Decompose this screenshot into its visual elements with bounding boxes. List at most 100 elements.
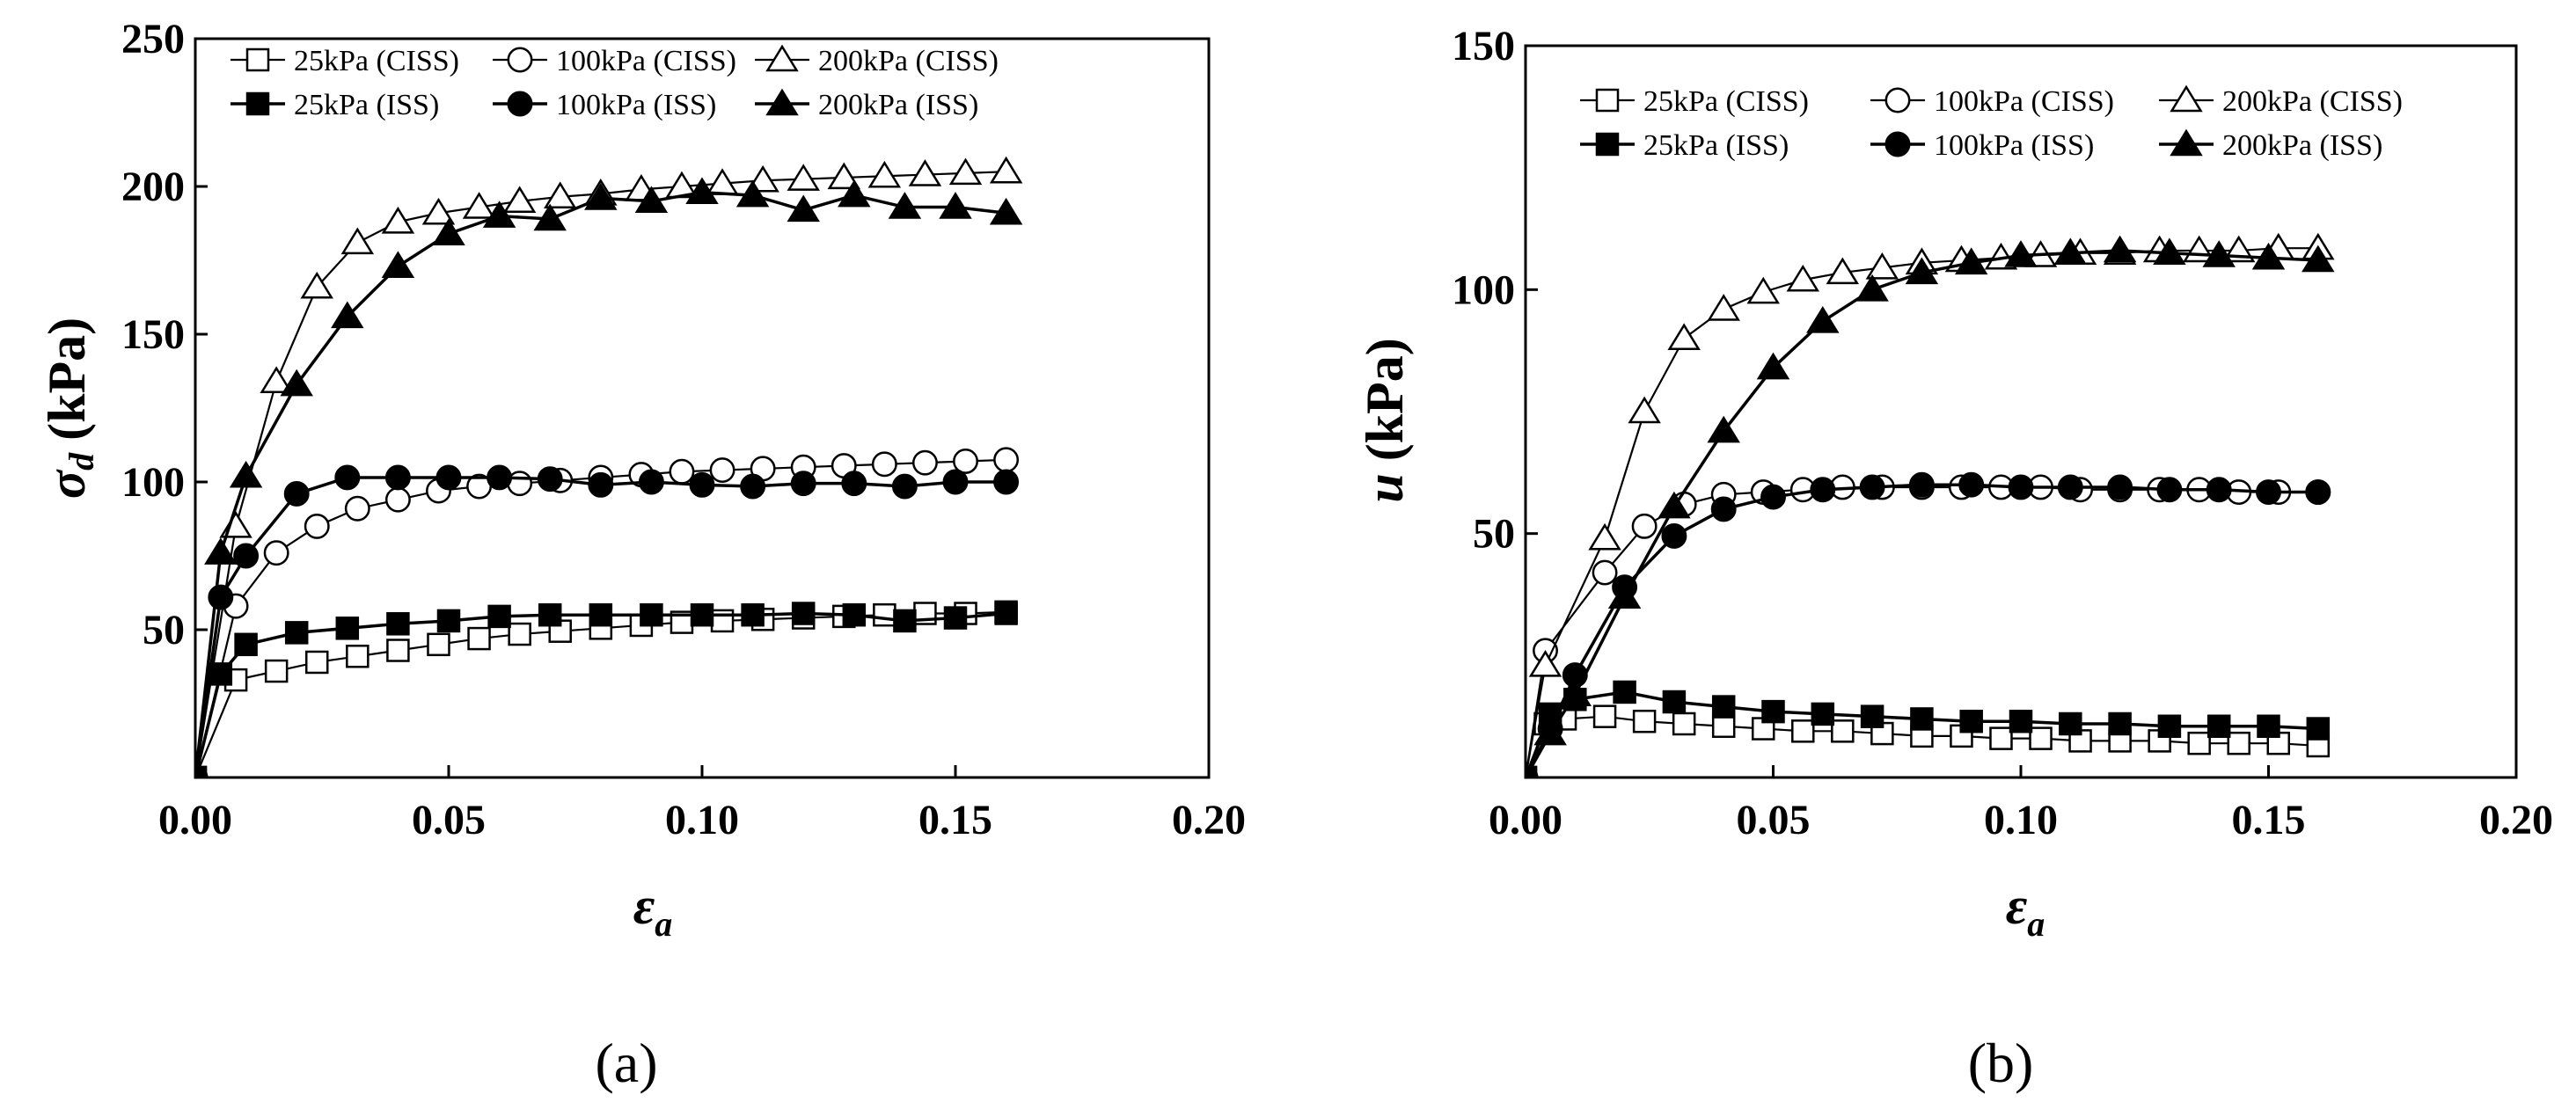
data-point-100kpa-iss [588,471,614,498]
data-point-200kpa-ciss [502,186,537,214]
data-point-100kpa-ciss [911,449,938,476]
data-point-25kpa-iss [791,602,816,625]
data-point-100kpa-ciss [304,513,330,539]
data-point-200kpa-iss [533,203,567,231]
data-point-100kpa-iss [537,466,563,493]
data-point-25kpa-iss [436,609,461,633]
data-point-200kpa-ciss [1786,264,1820,292]
legend-item-200kpa-ciss: 200kPa (CISS) [755,44,999,77]
data-point-25kpa-ciss [1831,719,1855,743]
data-point-25kpa-ciss [2029,726,2053,750]
legend-item-200kpa-ciss: 200kPa (CISS) [2159,84,2403,118]
legend-item-100kpa-iss: 100kPa (ISS) [1870,129,2094,162]
data-point-25kpa-iss [842,602,867,627]
data-point-25kpa-ciss [386,639,410,662]
y-tick-label: 150 [121,311,185,358]
x-tick-label: 0.10 [665,797,739,843]
data-point-100kpa-iss [638,469,664,495]
data-point-25kpa-iss [1662,690,1687,714]
data-point-25kpa-ciss [2227,731,2250,755]
data-point-200kpa-iss [584,183,618,210]
data-point-100kpa-iss [283,480,310,507]
data-point-25kpa-ciss [1791,719,1815,743]
data-point-100kpa-iss [435,464,462,491]
data-point-200kpa-ciss [1707,294,1740,321]
data-point-100kpa-iss [2057,474,2083,500]
legend-marker-200kpa-ciss [765,44,799,72]
legend-item-200kpa-iss: 200kPa (ISS) [755,88,978,121]
data-point-25kpa-iss [335,617,360,640]
data-point-25kpa-iss [741,602,765,627]
data-point-200kpa-iss [735,179,770,208]
data-point-100kpa-ciss [669,458,695,485]
legend-item-100kpa-ciss: 100kPa (CISS) [1870,85,2114,118]
legend-label: 25kPa (CISS) [294,45,459,77]
data-point-200kpa-ciss [260,366,293,394]
data-point-200kpa-iss [280,369,313,397]
data-point-200kpa-iss [1905,257,1939,285]
legend-item-25kpa-iss: 25kPa (ISS) [231,89,439,121]
legend-label: 100kPa (ISS) [1934,129,2094,162]
plot-area-b [1526,232,2335,777]
data-point-100kpa-iss [1710,496,1737,522]
data-point-25kpa-ciss [1989,726,2013,750]
data-point-200kpa-iss [1806,305,1840,333]
panel-label-b: (b) [1968,1032,2034,1094]
data-point-200kpa-ciss [421,197,456,225]
data-point-200kpa-iss [2202,240,2236,267]
data-point-200kpa-ciss [867,160,902,188]
legend-marker-100kpa-ciss [1884,87,1911,113]
legend-b: 25kPa (CISS) 100kPa (CISS) 200kPa (CISS) 25… [1580,84,2403,162]
y-tick-label: 200 [121,164,185,210]
data-point-25kpa-ciss [508,622,531,646]
data-point-25kpa-iss [2108,712,2132,736]
data-point-25kpa-ciss [1672,712,1696,736]
data-point-200kpa-iss [1658,491,1691,519]
data-point-100kpa-iss [2305,479,2331,505]
data-point-100kpa-iss [2008,474,2034,500]
legend-marker-25kpa-iss [1595,132,1620,157]
data-point-25kpa-iss [386,612,410,636]
data-point-100kpa-iss [233,543,260,569]
data-point-200kpa-ciss [1667,323,1701,351]
data-point-25kpa-iss [893,609,917,633]
data-point-200kpa-ciss [989,156,1023,184]
data-point-200kpa-iss [2251,242,2286,270]
data-point-200kpa-iss [1558,679,1592,706]
data-point-100kpa-iss [1908,471,1935,498]
data-point-100kpa-ciss [709,457,735,484]
data-point-100kpa-iss [993,469,1020,495]
data-point-25kpa-ciss [1632,709,1657,733]
data-point-25kpa-iss [2009,709,2033,733]
data-point-200kpa-ciss [1826,257,1860,285]
legend-label: 25kPa (ISS) [294,89,439,121]
data-point-25kpa-ciss [304,650,329,675]
x-tick-label: 0.10 [1984,797,2058,843]
data-point-25kpa-ciss [427,632,450,657]
plot-area-a [195,156,1023,777]
data-point-200kpa-ciss [948,157,983,186]
x-tick-label: 0.20 [2479,797,2553,843]
data-point-100kpa-iss [384,464,411,491]
legend-label: 200kPa (ISS) [818,89,978,121]
data-point-25kpa-ciss [346,644,370,668]
data-point-25kpa-iss [1711,695,1736,719]
legend-marker-100kpa-ciss [507,47,533,73]
y-tick-label: 50 [143,607,185,653]
data-point-100kpa-iss [487,464,513,491]
x-tick-label: 0.05 [1737,797,1811,843]
data-point-25kpa-iss [1761,699,1785,724]
legend-label: 25kPa (ISS) [1643,129,1789,162]
data-point-100kpa-iss [334,464,361,491]
legend-marker-200kpa-iss [2170,128,2203,157]
data-point-200kpa-ciss [462,192,496,219]
x-tick-label: 0.00 [1489,797,1562,843]
data-point-200kpa-iss [1707,415,1740,443]
x-axis-title-a: εa [633,877,673,944]
series-200kpa-iss [1526,235,2335,777]
data-point-200kpa-iss [2004,240,2038,267]
x-tick-label: 0.05 [412,797,486,843]
legend-marker-100kpa-iss [1884,131,1911,157]
data-point-25kpa-iss [234,632,258,657]
